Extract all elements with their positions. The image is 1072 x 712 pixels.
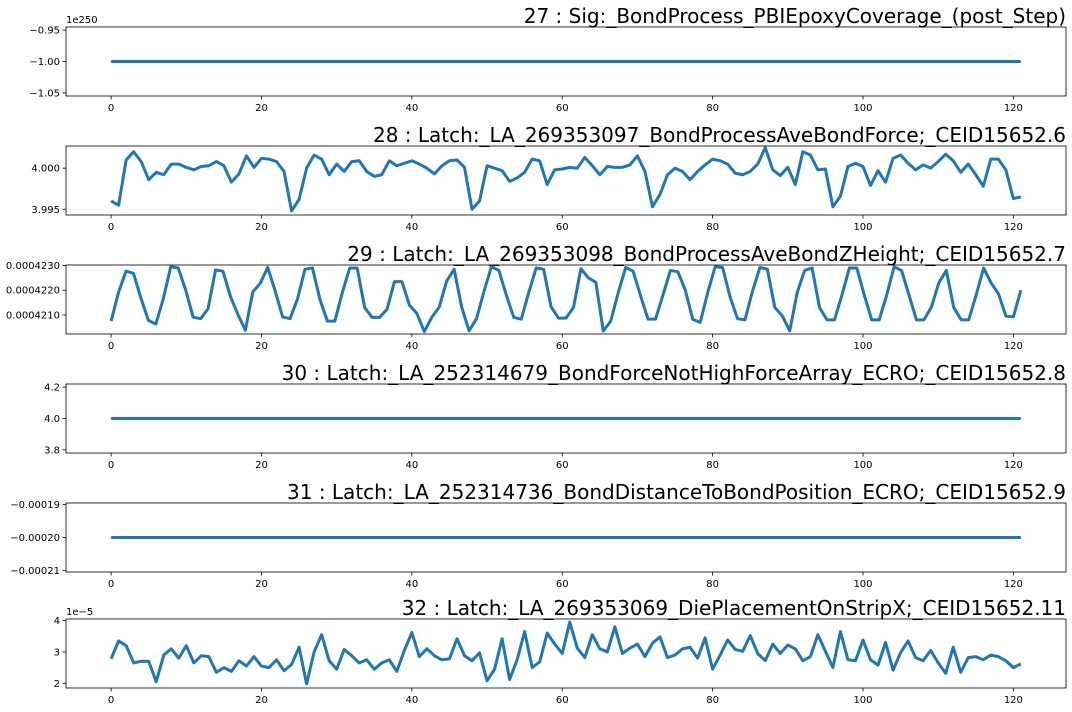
x-tick-label: 40 — [405, 103, 418, 114]
y-tick-label: 3 — [54, 647, 60, 658]
chart-panel-2: 28 : Latch:_LA_269353097_BondProcessAveB… — [31, 123, 1067, 233]
axes-frame — [65, 264, 1067, 335]
y-tick-label: −1.00 — [29, 57, 60, 68]
x-tick-label: 80 — [706, 460, 719, 471]
y-tick-label: 3.8 — [44, 445, 60, 456]
x-tick-label: 120 — [1004, 222, 1023, 233]
y-offset-label: 1e−5 — [66, 607, 93, 618]
x-tick-label: 20 — [255, 460, 268, 471]
x-tick-label: 0 — [108, 103, 114, 114]
y-tick-label: −0.00020 — [10, 533, 60, 544]
x-tick-label: 60 — [556, 579, 569, 590]
x-tick-label: 0 — [108, 579, 114, 590]
x-tick-label: 20 — [255, 341, 268, 352]
chart-panel-1: 27 : Sig:_BondProcess_PBIEpoxyCoverage_(… — [29, 4, 1067, 114]
x-tick-label: 60 — [556, 222, 569, 233]
y-tick-label: 0.0004220 — [6, 286, 60, 297]
chart-panel-5: 31 : Latch:_LA_252314736_BondDistanceToB… — [10, 480, 1067, 590]
x-tick-label: 100 — [853, 103, 872, 114]
x-tick-label: 20 — [255, 695, 268, 706]
axes-frame — [65, 145, 1067, 216]
x-tick-label: 120 — [1004, 695, 1023, 706]
y-tick-label: −0.00019 — [10, 500, 60, 511]
y-tick-label: 4.000 — [31, 164, 60, 175]
y-offset-label: 1e250 — [66, 15, 98, 26]
series-line — [109, 620, 1022, 686]
x-tick-label: 100 — [853, 341, 872, 352]
x-tick-label: 80 — [706, 222, 719, 233]
series-line — [110, 146, 1022, 213]
x-tick-label: 60 — [556, 103, 569, 114]
x-tick-label: 100 — [853, 460, 872, 471]
y-tick-label: −0.00021 — [10, 566, 60, 577]
x-tick-label: 20 — [255, 579, 268, 590]
y-tick-label: 4.2 — [44, 383, 60, 394]
chart-panel-3: 29 : Latch:_LA_269353098_BondProcessAveB… — [6, 242, 1067, 352]
chart-title: 28 : Latch:_LA_269353097_BondProcessAveB… — [373, 123, 1066, 147]
y-tick-label: −0.95 — [29, 26, 60, 37]
y-tick-label: 3.995 — [31, 205, 60, 216]
y-tick-label: 4 — [54, 616, 60, 627]
x-tick-label: 80 — [706, 695, 719, 706]
x-tick-label: 80 — [706, 579, 719, 590]
y-tick-label: 0.0004230 — [6, 261, 60, 272]
x-tick-label: 60 — [556, 460, 569, 471]
x-tick-label: 0 — [108, 222, 114, 233]
x-tick-label: 100 — [853, 579, 872, 590]
x-tick-label: 120 — [1004, 460, 1023, 471]
series-line — [109, 265, 1023, 334]
x-tick-label: 40 — [405, 579, 418, 590]
x-tick-label: 80 — [706, 103, 719, 114]
x-tick-label: 120 — [1004, 341, 1023, 352]
x-tick-label: 120 — [1004, 103, 1023, 114]
chart-panel-4: 30 : Latch:_LA_252314679_BondForceNotHig… — [44, 361, 1067, 471]
x-tick-label: 20 — [255, 222, 268, 233]
x-tick-label: 40 — [405, 222, 418, 233]
x-tick-label: 100 — [853, 695, 872, 706]
axes-frame — [65, 618, 1067, 689]
x-tick-label: 40 — [405, 460, 418, 471]
x-tick-label: 60 — [556, 695, 569, 706]
y-tick-label: 0.0004210 — [6, 310, 60, 321]
x-tick-label: 0 — [108, 341, 114, 352]
x-tick-label: 0 — [108, 460, 114, 471]
x-tick-label: 40 — [405, 695, 418, 706]
x-tick-label: 120 — [1004, 579, 1023, 590]
chart-title: 31 : Latch:_LA_252314736_BondDistanceToB… — [287, 480, 1066, 504]
x-tick-label: 40 — [405, 341, 418, 352]
chart-title: 30 : Latch:_LA_252314679_BondForceNotHig… — [282, 361, 1066, 385]
x-tick-label: 80 — [706, 341, 719, 352]
x-tick-label: 100 — [853, 222, 872, 233]
x-tick-label: 20 — [255, 103, 268, 114]
y-tick-label: −1.05 — [29, 88, 60, 99]
chart-title: 29 : Latch:_LA_269353098_BondProcessAveB… — [347, 242, 1066, 266]
y-tick-label: 4.0 — [44, 414, 60, 425]
y-tick-label: 2 — [54, 679, 60, 690]
chart-title: 32 : Latch:_LA_269353069_DiePlacementOnS… — [402, 596, 1066, 620]
x-tick-label: 60 — [556, 341, 569, 352]
chart-panel-6: 32 : Latch:_LA_269353069_DiePlacementOnS… — [54, 596, 1067, 706]
x-tick-label: 0 — [108, 695, 114, 706]
chart-title: 27 : Sig:_BondProcess_PBIEpoxyCoverage_(… — [524, 4, 1066, 28]
